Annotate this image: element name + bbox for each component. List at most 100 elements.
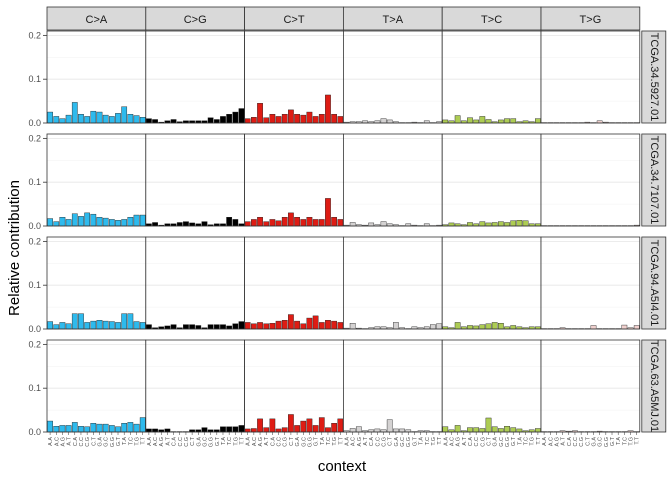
x-tick-label-0-15: T.T (141, 436, 147, 444)
bar-1-2-15 (337, 219, 344, 227)
bar-2-4-2 (454, 322, 461, 330)
panel-bg-3-1 (145, 340, 245, 432)
bar-0-3-7 (386, 119, 393, 124)
bar-2-1-10 (207, 324, 214, 330)
bar-2-5-13 (621, 324, 628, 330)
bar-2-1-13 (226, 325, 233, 330)
x-tick-label-1-6: C.G (184, 437, 190, 447)
bar-1-2-14 (331, 217, 337, 227)
bar-0-0-15 (139, 117, 146, 124)
bar-3-0-10 (108, 425, 115, 433)
bar-3-0-0 (47, 420, 53, 433)
x-tick-label-5-13: T.C (622, 437, 628, 445)
x-tick-label-4-6: C.G (480, 437, 486, 447)
bar-0-0-8 (96, 111, 103, 124)
bar-2-1-4 (170, 324, 177, 330)
bar-2-1-7 (189, 324, 195, 330)
bar-0-3-6 (380, 118, 387, 124)
bar-2-0-9 (102, 320, 109, 330)
bar-0-4-11 (510, 118, 517, 124)
x-tick-label-0-4: C.A (73, 437, 79, 447)
bar-1-0-10 (108, 219, 115, 227)
x-tick-label-0-12: T.A (122, 437, 128, 445)
x-tick-label-2-0: A.A (246, 437, 252, 446)
bar-0-0-9 (102, 114, 109, 124)
bar-3-4-12 (516, 428, 523, 433)
bar-2-4-4 (467, 325, 473, 330)
x-tick-label-3-8: G.A (394, 437, 400, 447)
x-tick-label-5-4: C.A (567, 437, 573, 447)
x-tick-label-5-6: C.G (579, 437, 585, 447)
bar-3-0-13 (127, 422, 134, 433)
bar-1-1-13 (226, 217, 233, 227)
x-tick-label-5-3: A.T (561, 436, 567, 445)
panel-bg-1-0 (47, 134, 146, 226)
bar-0-0-7 (90, 110, 97, 124)
x-tick-label-2-10: G.G (307, 437, 313, 447)
y-tick-label-1-1: 0.1 (28, 177, 41, 187)
x-tick-label-0-1: A.C (54, 437, 60, 446)
bar-1-4-6 (479, 221, 486, 227)
x-tick-label-2-5: C.C (277, 437, 283, 447)
bar-2-5-8 (590, 325, 597, 330)
x-tick-label-1-7: C.T (190, 436, 196, 446)
x-tick-label-1-2: A.G (159, 437, 165, 446)
x-tick-label-2-8: G.A (295, 437, 301, 447)
bar-3-0-14 (133, 423, 140, 433)
bar-2-4-7 (485, 323, 492, 330)
bar-0-1-12 (220, 116, 226, 124)
panel-bg-2-1 (145, 237, 245, 329)
bar-3-1-9 (201, 427, 208, 433)
y-axis-title: Relative contribution (6, 180, 23, 316)
x-tick-label-0-13: T.C (128, 437, 134, 445)
bar-1-4-1 (448, 222, 455, 227)
bar-0-0-3 (65, 114, 72, 124)
bar-1-0-0 (47, 218, 53, 227)
bar-3-2-12 (318, 417, 325, 433)
x-tick-label-2-13: T.C (326, 437, 332, 445)
bar-0-1-1 (152, 119, 158, 124)
bar-1-0-1 (53, 221, 60, 227)
bar-1-0-2 (59, 217, 66, 227)
x-tick-label-2-9: G.C (301, 437, 307, 447)
panel-bg-1-4 (442, 134, 541, 226)
bar-0-2-6 (281, 114, 288, 124)
bar-1-0-15 (139, 214, 146, 227)
bar-2-0-1 (53, 324, 60, 330)
x-tick-label-0-11: G.T (116, 436, 122, 446)
bar-3-1-1 (152, 428, 158, 433)
x-tick-label-4-12: T.A (517, 437, 523, 445)
x-tick-label-3-9: G.C (400, 437, 406, 447)
bar-3-3-9 (399, 428, 405, 433)
bar-3-4-15 (535, 428, 541, 433)
bar-3-0-9 (102, 423, 109, 433)
panel-bg-2-2 (244, 237, 344, 329)
bar-3-2-9 (300, 420, 307, 433)
bar-2-0-4 (71, 313, 78, 330)
x-tick-label-5-7: C.T (585, 436, 591, 446)
x-tick-label-3-10: G.G (406, 437, 412, 447)
bar-3-1-0 (146, 428, 152, 433)
bar-3-0-6 (84, 426, 90, 433)
x-tick-label-0-9: G.C (104, 437, 110, 447)
bar-3-0-12 (121, 423, 128, 433)
x-tick-label-1-12: T.A (221, 437, 227, 445)
strip-label-1: C>G (184, 14, 207, 26)
panel-border-3-5 (540, 339, 641, 433)
bar-0-1-0 (146, 118, 152, 124)
bar-3-2-5 (275, 428, 282, 433)
panel-border-2-5 (540, 236, 641, 330)
bar-1-4-7 (485, 222, 492, 227)
bar-2-2-5 (275, 320, 282, 330)
strip-label-2: C>T (283, 14, 304, 26)
strip-label-4: T>C (481, 14, 502, 26)
row-strip-0 (641, 30, 667, 124)
x-tick-label-5-2: A.G (554, 437, 560, 446)
bar-1-4-4 (467, 222, 473, 227)
x-tick-label-0-0: A.A (48, 437, 54, 446)
x-tick-label-2-11: G.T (314, 436, 320, 446)
y-tick-label-3-2: 0.2 (28, 339, 41, 349)
bar-2-1-3 (164, 325, 171, 330)
bar-3-0-15 (139, 417, 146, 433)
row-strip-label-0: TCGA.34.5927.01 (648, 33, 660, 122)
